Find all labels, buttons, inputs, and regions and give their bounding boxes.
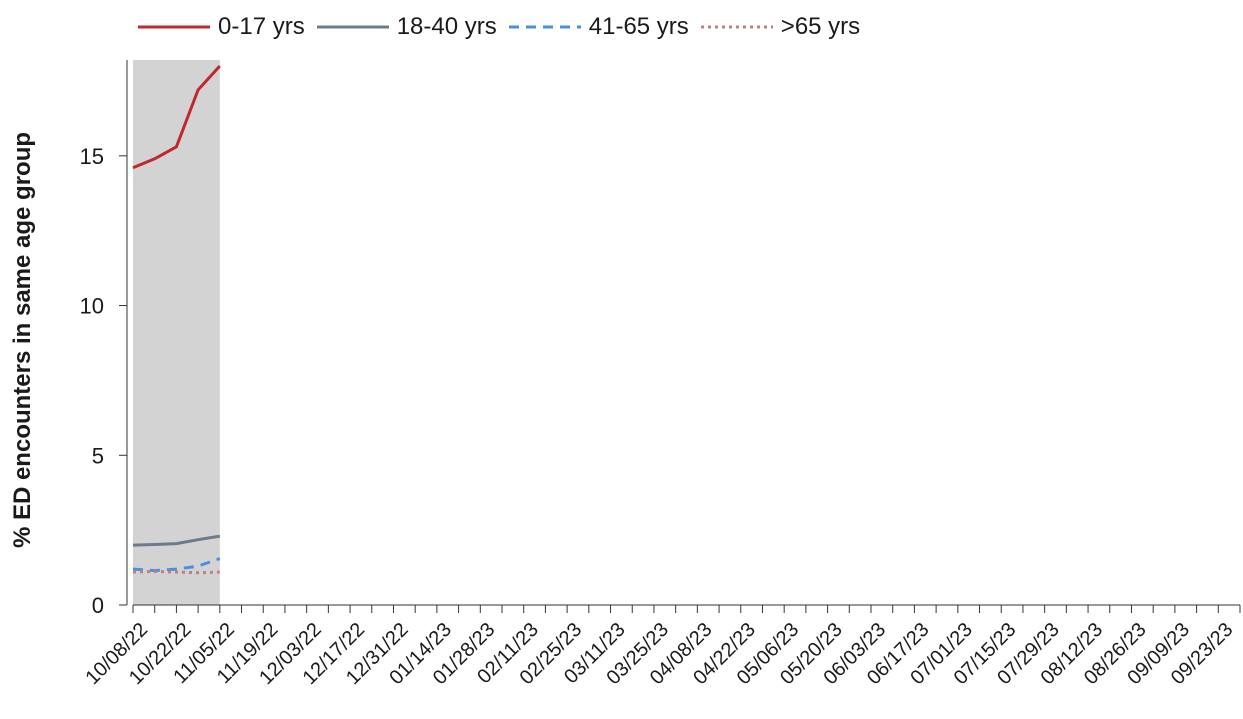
legend-label-41-65: 41-65 yrs <box>588 13 689 40</box>
legend-label-0-17: 0-17 yrs <box>218 13 305 40</box>
series-line-0 <box>132 64 221 170</box>
legend-item-41-65: 41-65 yrs <box>508 13 689 41</box>
y-tick-label: 15 <box>80 144 104 169</box>
legend-label-18-40: 18-40 yrs <box>396 13 497 40</box>
y-tick-label: 10 <box>80 294 104 319</box>
series-line-1 <box>132 534 221 547</box>
legend-item-0-17: 0-17 yrs <box>138 13 305 41</box>
legend-swatch-0-17 <box>138 25 210 29</box>
shaded-period <box>133 60 220 605</box>
legend-item-18-40: 18-40 yrs <box>316 13 497 41</box>
legend-label-65-plus: >65 yrs <box>780 13 861 40</box>
legend-swatch-65-plus <box>700 25 773 29</box>
y-tick-label: 0 <box>92 593 104 618</box>
series-line-2 <box>132 557 221 573</box>
series-line-3 <box>132 570 220 575</box>
legend-swatch-18-40 <box>316 25 389 29</box>
legend-item-65-plus: >65 yrs <box>700 13 861 41</box>
legend-swatch-41-65 <box>508 25 581 29</box>
y-tick-label: 5 <box>92 443 104 468</box>
chart-legend: 0-17 yrs 18-40 yrs 41-65 yrs >65 yrs <box>138 12 872 42</box>
